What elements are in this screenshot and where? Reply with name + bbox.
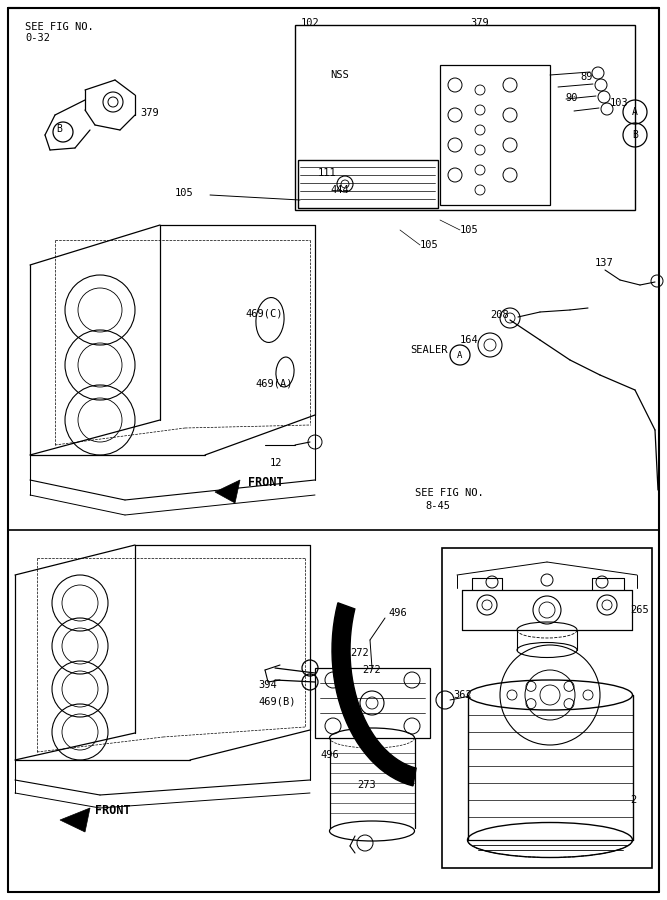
Text: 272: 272 (362, 665, 381, 675)
Text: 89: 89 (580, 72, 592, 82)
Text: A: A (632, 107, 638, 117)
Text: 444: 444 (330, 185, 349, 195)
Text: 379: 379 (471, 18, 490, 28)
Text: 379: 379 (140, 108, 159, 118)
Text: FRONT: FRONT (248, 475, 283, 489)
Text: 496: 496 (320, 750, 339, 760)
Text: 0-32: 0-32 (25, 33, 50, 43)
Text: SEE FIG NO.: SEE FIG NO. (415, 488, 484, 498)
Text: 103: 103 (610, 98, 629, 108)
Bar (298, 160, 438, 208)
Text: NSS: NSS (330, 70, 349, 80)
Text: 272: 272 (350, 648, 369, 658)
Bar (295, 25, 635, 210)
Text: 164: 164 (460, 335, 479, 345)
Text: 137: 137 (595, 258, 614, 268)
Text: B: B (632, 130, 638, 140)
Text: 2: 2 (630, 795, 636, 805)
Text: 90: 90 (565, 93, 578, 103)
Text: 12: 12 (270, 458, 283, 468)
Text: 265: 265 (630, 605, 649, 615)
Bar (315, 668, 430, 738)
Text: 394: 394 (258, 680, 277, 690)
Text: 469(B): 469(B) (258, 696, 295, 706)
Text: 362: 362 (453, 690, 472, 700)
Text: FRONT: FRONT (95, 804, 131, 816)
Bar (440, 65, 550, 205)
Text: 102: 102 (301, 18, 319, 28)
Polygon shape (332, 603, 416, 786)
Text: 111: 111 (318, 168, 337, 178)
Polygon shape (215, 480, 240, 503)
Text: 496: 496 (388, 608, 407, 618)
Text: 8-45: 8-45 (425, 501, 450, 511)
Bar (442, 548, 652, 868)
Text: SEALER: SEALER (410, 345, 448, 355)
Text: 105: 105 (420, 240, 439, 250)
Text: 273: 273 (357, 780, 376, 790)
Text: B: B (56, 124, 62, 134)
Text: 469(A): 469(A) (255, 378, 293, 388)
Text: 469(C): 469(C) (245, 308, 283, 318)
Text: 105: 105 (175, 188, 193, 198)
Polygon shape (60, 808, 90, 832)
Text: 105: 105 (460, 225, 479, 235)
Text: 208: 208 (490, 310, 509, 320)
Text: SEE FIG NO.: SEE FIG NO. (25, 22, 94, 32)
Text: A: A (458, 350, 463, 359)
